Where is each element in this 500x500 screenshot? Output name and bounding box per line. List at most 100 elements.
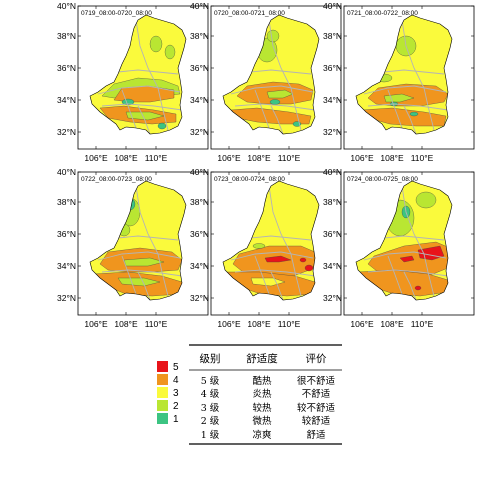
lat-tick-label: 34°N [190, 95, 209, 105]
table-row-1-level: 1 级 [201, 429, 220, 441]
boundary-line [268, 185, 292, 255]
boundary-line [121, 255, 137, 295]
lon-tick-label: 110°E [145, 319, 168, 329]
map-panel-2: 0720_08:00-0721_08:00 32°N 34°N 36°N 38°N 40°… [190, 1, 342, 163]
legend-label-3: 3 [173, 388, 179, 399]
lat-tick-label: 40°N [57, 167, 76, 177]
lon-tick-label: 106°E [217, 319, 241, 329]
lat-tick-label: 32°N [323, 293, 342, 303]
boundary-line [121, 89, 137, 129]
lat-tick-label: 40°N [323, 167, 342, 177]
boundary-line [403, 271, 417, 300]
comfort-region-level2 [164, 44, 176, 60]
comfort-region-level4 [230, 107, 312, 125]
lon-tick-label: 106°E [84, 319, 108, 329]
panel-frame [343, 5, 475, 150]
table-row-2-comfort: 微热 [252, 415, 272, 427]
comfort-regions [99, 35, 181, 130]
lat-tick-label: 36°N [57, 63, 76, 73]
province-outline [355, 180, 453, 301]
boundary-line [401, 19, 425, 89]
legend-swatch-5 [157, 361, 168, 372]
lat-tick-label: 36°N [190, 229, 209, 239]
lon-tick-label: 110°E [278, 319, 301, 329]
boundary-line [137, 105, 151, 134]
boundary-line [117, 69, 179, 75]
lat-tick-label: 32°N [57, 293, 76, 303]
province-outline [355, 14, 453, 135]
boundary-line [250, 69, 312, 75]
lat-tick-label: 34°N [190, 261, 209, 271]
boundary-line [268, 19, 292, 89]
lat-tick-label: 34°N [323, 95, 342, 105]
lat-tick-label: 32°N [190, 127, 209, 137]
legend-label-2: 2 [173, 401, 179, 412]
panel-frame [77, 5, 209, 150]
boundary-line [97, 251, 181, 261]
comfort-region-level1 [124, 197, 136, 211]
boundary-line [270, 271, 284, 300]
boundary-line [101, 269, 183, 277]
boundary-line [387, 89, 403, 129]
legend-label-1: 1 [173, 414, 179, 425]
lat-tick-label: 32°N [57, 127, 76, 137]
comfort-level-table: 级别 舒适度 评价 5 级 酷热 很不舒适 4 级 炎热 不舒适 3 级 较热 … [189, 344, 342, 445]
table-row-5-rating: 很不舒适 [297, 375, 336, 387]
lat-tick-label: 36°N [57, 229, 76, 239]
table-row-5-level: 5 级 [201, 375, 220, 387]
panel-time-label: 0724_08:00-0725_08:00 [347, 176, 418, 183]
panel-time-label: 0720_08:00-0721_08:00 [214, 10, 285, 17]
table-row-4-level: 4 级 [201, 388, 220, 400]
table-row-4-comfort: 炎热 [252, 388, 272, 400]
province-outline [222, 180, 320, 301]
lon-tick-label: 106°E [217, 153, 241, 163]
boundary-line [270, 105, 284, 134]
comfort-region-level1 [409, 111, 419, 117]
table-row-2-level: 2 级 [201, 415, 220, 427]
table-header-rating: 评价 [306, 353, 327, 365]
boundary-line [254, 89, 270, 129]
comfort-region-level5 [299, 257, 307, 263]
lat-tick-label: 38°N [190, 31, 209, 41]
lon-tick-label: 108°E [380, 319, 404, 329]
legend-swatch-1 [157, 413, 168, 424]
boundary-line [403, 105, 417, 134]
lat-tick-label: 38°N [57, 31, 76, 41]
boundary-line [157, 87, 169, 131]
city-boundaries [230, 19, 316, 134]
lat-tick-label: 34°N [57, 95, 76, 105]
city-boundaries [230, 185, 316, 300]
lat-tick-label: 36°N [190, 63, 209, 73]
boundary-line [234, 269, 316, 277]
legend-swatch-3 [157, 387, 168, 398]
comfort-region-level5 [304, 264, 314, 272]
legend-swatch-2 [157, 400, 168, 411]
lat-tick-label: 38°N [323, 197, 342, 207]
comfort-region-level5 [399, 255, 415, 263]
boundary-line [363, 251, 447, 261]
boundary-line [137, 271, 151, 300]
panel-frame [210, 5, 342, 150]
lat-tick-label: 36°N [323, 229, 342, 239]
lon-tick-label: 108°E [247, 153, 271, 163]
table-row-1-rating: 舒适 [306, 429, 326, 441]
table-row-3-comfort: 较热 [252, 402, 272, 414]
lat-tick-label: 40°N [57, 1, 76, 11]
table-row-5-comfort: 酷热 [252, 375, 272, 387]
boundary-line [401, 185, 425, 255]
boundary-line [367, 269, 449, 277]
lon-tick-label: 108°E [380, 153, 404, 163]
lat-tick-label: 40°N [190, 1, 209, 11]
table-header-comfort: 舒适度 [246, 352, 278, 365]
lat-tick-label: 32°N [190, 293, 209, 303]
boundary-line [230, 85, 314, 95]
boundary-line [363, 85, 447, 95]
boundary-line [135, 185, 159, 255]
lat-tick-label: 32°N [323, 127, 342, 137]
lat-tick-label: 40°N [190, 167, 209, 177]
lat-tick-label: 38°N [190, 197, 209, 207]
lon-tick-label: 106°E [350, 319, 374, 329]
city-boundaries [363, 185, 449, 300]
lon-tick-label: 110°E [278, 153, 301, 163]
boundary-line [387, 255, 403, 295]
